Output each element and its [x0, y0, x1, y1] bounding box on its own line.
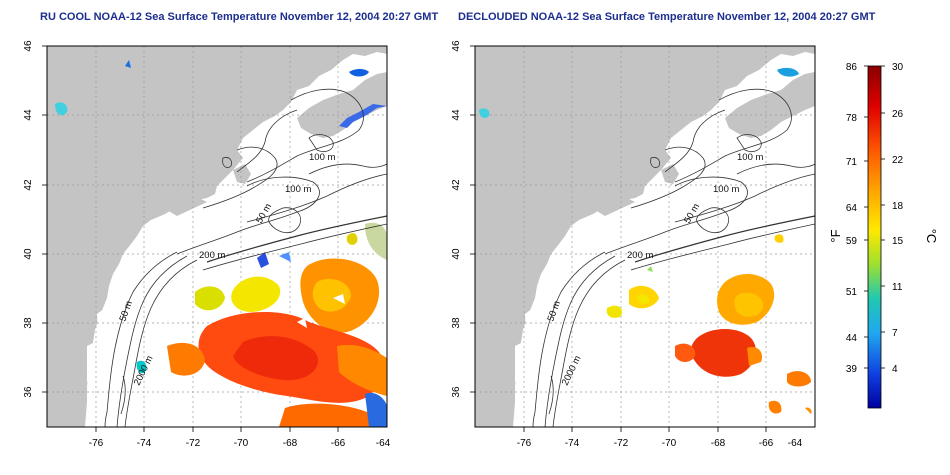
f-tick-label: 64: [846, 203, 858, 214]
x-tick-label: -64: [788, 438, 803, 449]
f-tick-label: 59: [846, 236, 858, 247]
c-tick-label: 30: [892, 62, 904, 73]
c-tick-label: 18: [892, 201, 904, 212]
f-tick-label: 51: [846, 287, 858, 298]
x-tick-label: -76: [517, 438, 532, 449]
right-sst-data: [479, 67, 812, 414]
right-map-title: DECLOUDED NOAA-12 Sea Surface Temperatur…: [458, 11, 876, 23]
y-tick-label: 44: [451, 109, 462, 121]
y-tick-label: 42: [451, 179, 462, 191]
colorbar-gradient: [867, 65, 882, 409]
y-tick-label: 38: [451, 317, 462, 329]
svg-text:100 m: 100 m: [713, 184, 739, 195]
f-tick-label: 86: [846, 62, 858, 73]
f-tick-label: 39: [846, 364, 858, 375]
y-tick-label: 46: [451, 40, 462, 52]
c-tick-label: 7: [892, 328, 898, 339]
x-tick-label: -74: [565, 438, 580, 449]
svg-text:100 m: 100 m: [309, 152, 335, 163]
y-tick-label: 46: [23, 40, 34, 52]
x-tick-label: -70: [662, 438, 677, 449]
colorbar: 86 78 71 64 59 51 44 39 30 26 22 18 15 1…: [828, 62, 939, 409]
x-tick-label: -66: [759, 438, 774, 449]
x-tick-label: -74: [137, 438, 152, 449]
c-tick-label: 4: [892, 364, 898, 375]
left-map-panel: 100 m 100 m 50 m 200 m 50 m 2000 m -76 -…: [23, 40, 391, 449]
x-tick-label: -68: [711, 438, 726, 449]
f-tick-label: 71: [846, 157, 858, 168]
x-tick-label: -64: [376, 438, 391, 449]
y-tick-label: 36: [23, 386, 34, 398]
y-tick-label: 44: [23, 109, 34, 121]
svg-text:200 m: 200 m: [199, 250, 225, 261]
y-tick-label: 40: [451, 248, 462, 260]
left-y-tick-labels: 46 44 42 40 38 36: [23, 40, 34, 398]
right-x-tick-labels: -76 -74 -72 -70 -68 -66 -64: [517, 438, 803, 449]
left-x-tick-labels: -76 -74 -72 -70 -68 -66 -64: [89, 438, 391, 449]
svg-text:100 m: 100 m: [737, 152, 763, 163]
y-tick-label: 40: [23, 248, 34, 260]
right-map-panel: 100 m 100 m 50 m 200 m 50 m 2000 m -76 -…: [451, 40, 816, 449]
left-sst-data: [55, 60, 387, 427]
c-tick-label: 15: [892, 236, 904, 247]
colorbar-celsius-ticks: 30 26 22 18 15 11 7 4: [892, 62, 904, 375]
f-tick-label: 44: [846, 333, 858, 344]
y-tick-label: 36: [451, 386, 462, 398]
right-y-tick-labels: 46 44 42 40 38 36: [451, 40, 462, 398]
x-tick-label: -66: [331, 438, 346, 449]
colorbar-fahrenheit-ticks: 86 78 71 64 59 51 44 39: [846, 62, 858, 375]
y-tick-label: 38: [23, 317, 34, 329]
left-map-title: RU COOL NOAA-12 Sea Surface Temperature …: [40, 11, 439, 23]
x-tick-label: -70: [234, 438, 249, 449]
x-tick-label: -72: [614, 438, 629, 449]
svg-text:100 m: 100 m: [285, 184, 311, 195]
svg-text:200 m: 200 m: [627, 250, 653, 261]
colorbar-celsius-label: °C: [924, 229, 939, 244]
y-tick-label: 42: [23, 179, 34, 191]
x-tick-label: -72: [186, 438, 201, 449]
c-tick-label: 11: [892, 282, 903, 293]
colorbar-fahrenheit-label: °F: [828, 229, 843, 242]
c-tick-label: 22: [892, 155, 904, 166]
x-tick-label: -76: [89, 438, 104, 449]
x-tick-label: -68: [283, 438, 298, 449]
f-tick-label: 78: [846, 113, 858, 124]
c-tick-label: 26: [892, 109, 904, 120]
